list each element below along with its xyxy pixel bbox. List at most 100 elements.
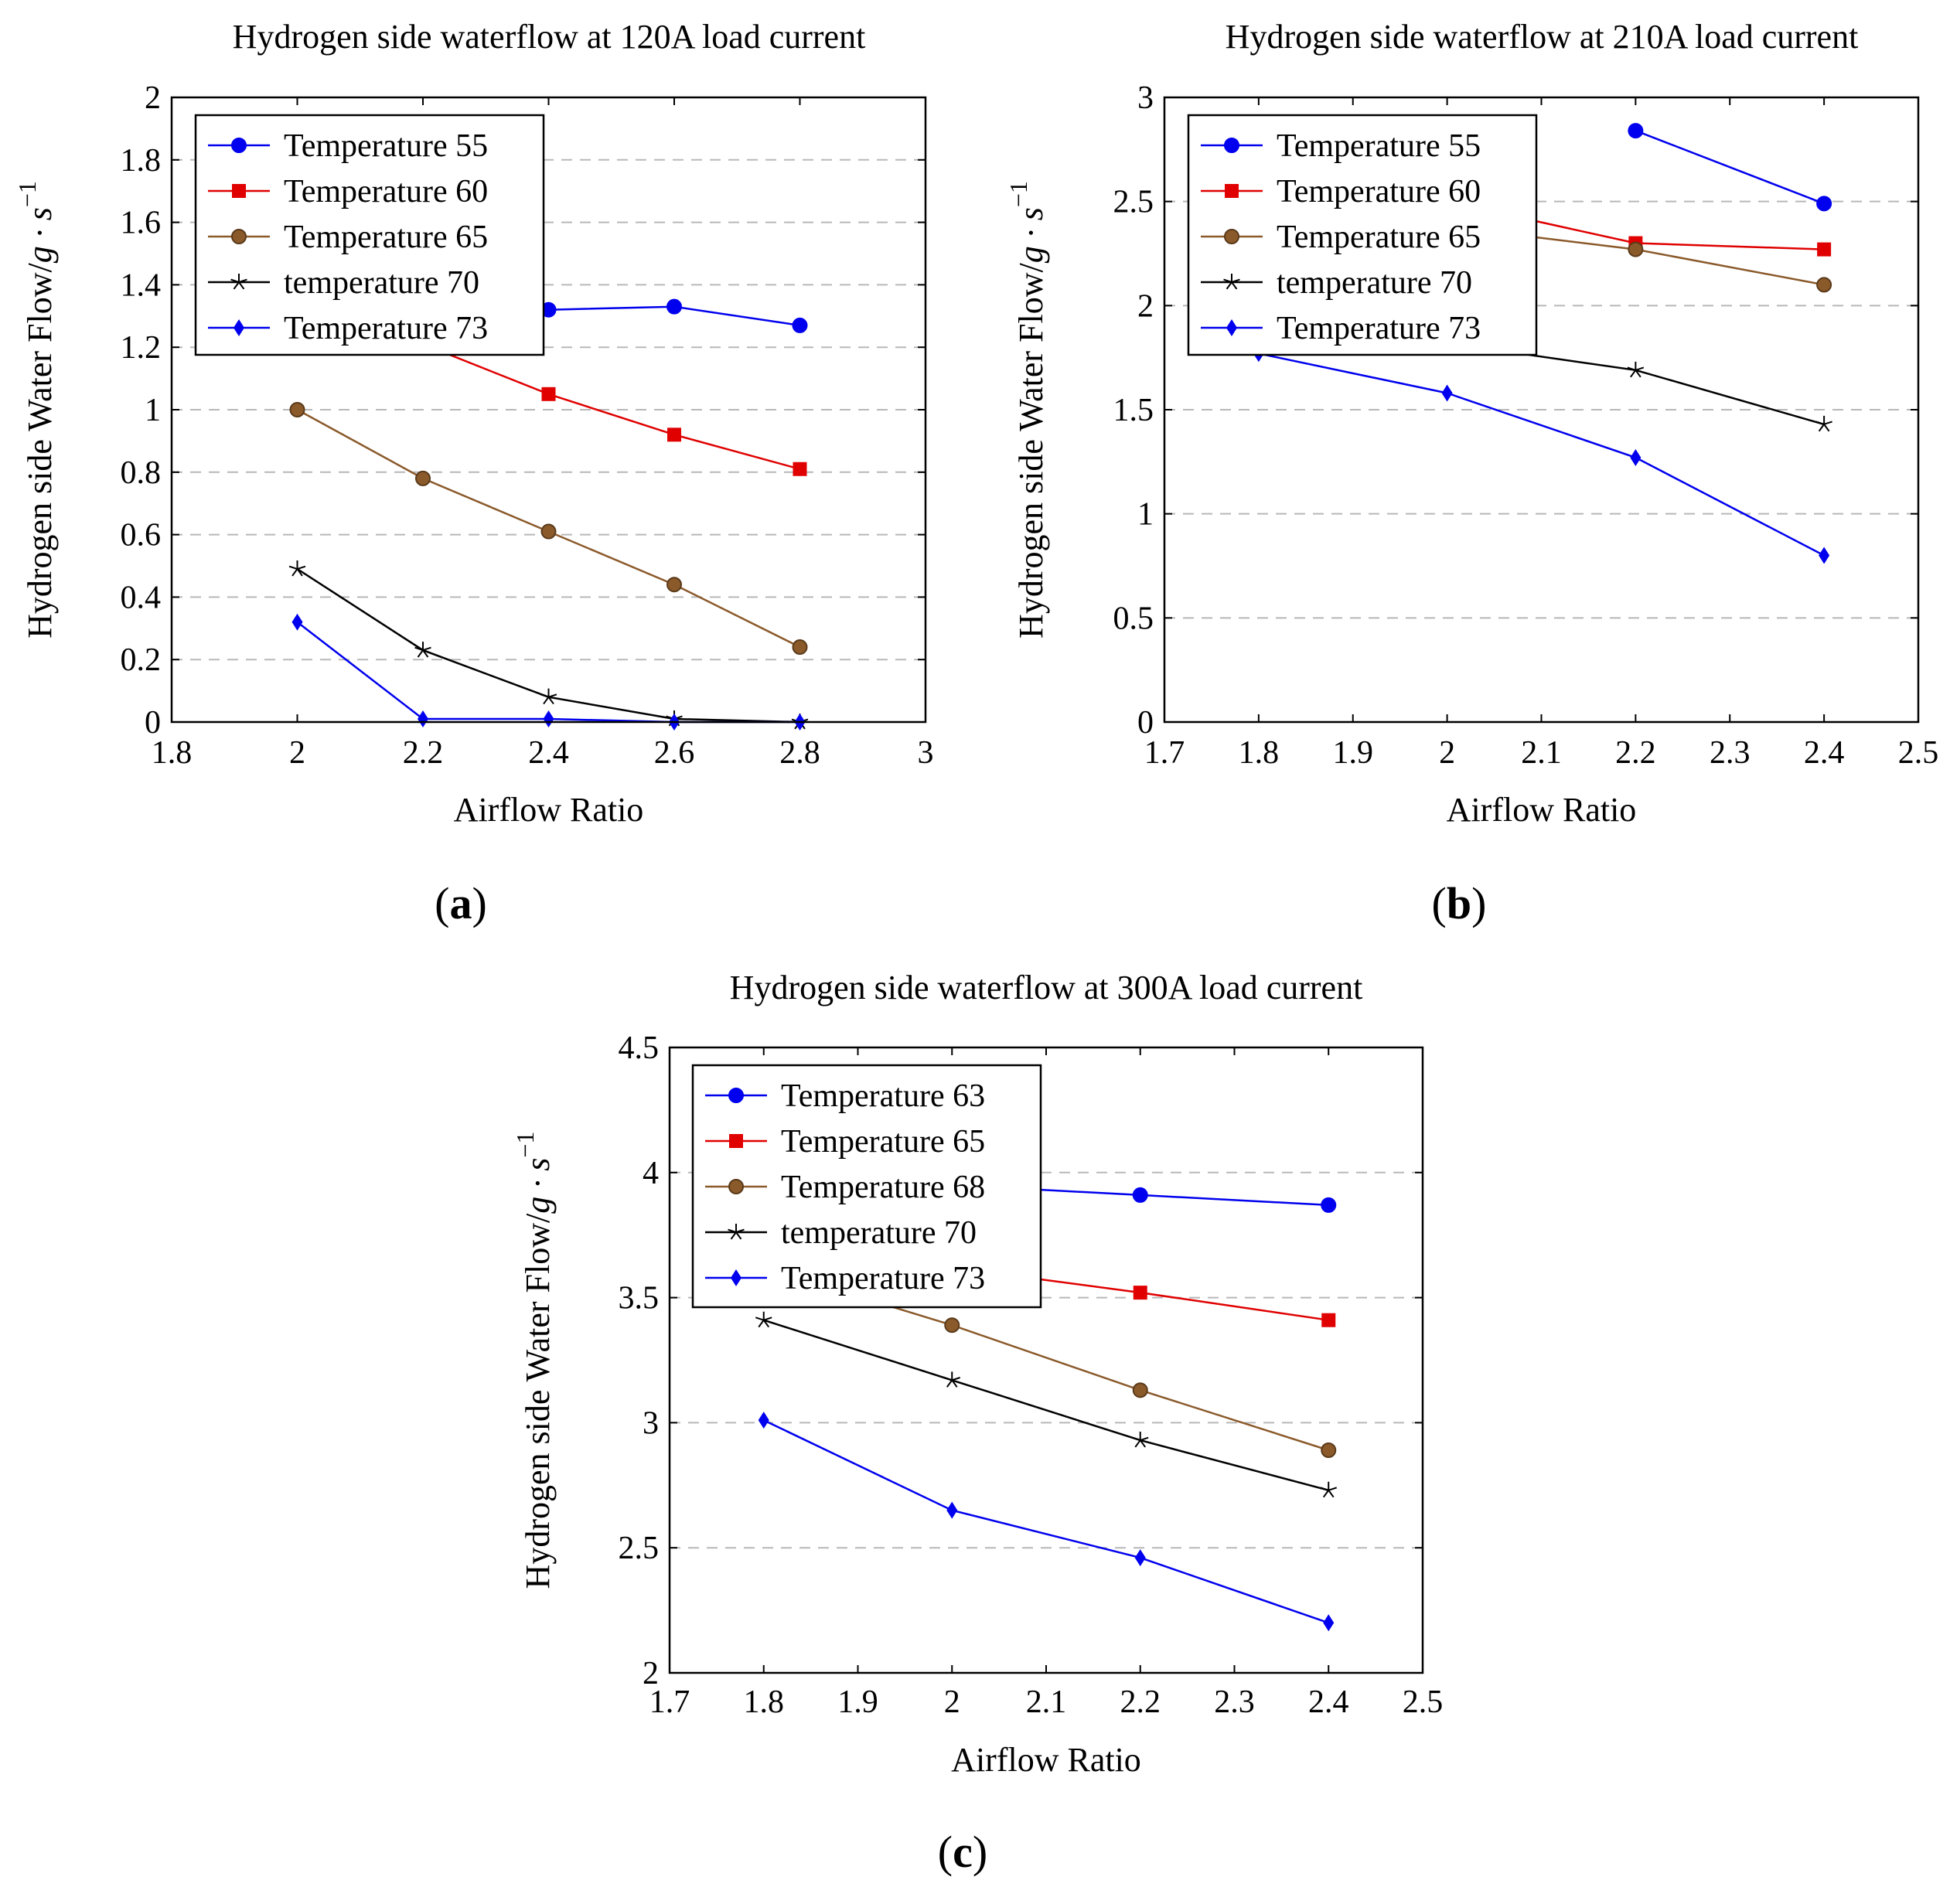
- series-temperature-70: [755, 1311, 1338, 1498]
- panel-label: (c): [938, 1827, 987, 1877]
- data-point: [1816, 277, 1832, 293]
- y-tick-label: 3.5: [619, 1281, 660, 1316]
- panel-letter: b: [1447, 878, 1471, 928]
- chart-title: Hydrogen side waterflow at 210A load cur…: [1226, 18, 1859, 56]
- data-point: [1323, 1614, 1335, 1632]
- data-point: [1132, 1187, 1148, 1203]
- y-tick-label: 0.6: [121, 518, 162, 553]
- data-point: [946, 1501, 958, 1519]
- legend-marker: [1225, 184, 1239, 198]
- legend-marker: [728, 1179, 744, 1194]
- legend-item: Temperature 73: [208, 311, 488, 346]
- series-temperature-73: [758, 1412, 1335, 1632]
- x-tick-label: 2.3: [1710, 735, 1751, 771]
- data-point: [1816, 196, 1832, 212]
- chart-panel-a: 1.8 2 2.2 2.4 2.6 2.8 3 0 0.2 0.4 0.6 0.8 1 1.2 1.4 1.6…: [13, 18, 934, 928]
- data-point: [1321, 1197, 1337, 1213]
- y-axis-label-unit: g · s: [1012, 207, 1050, 263]
- data-point: [289, 402, 305, 417]
- legend-label: temperature 70: [1277, 265, 1472, 301]
- series-line: [763, 1419, 1329, 1624]
- data-point: [541, 387, 556, 401]
- data-point: [944, 1317, 960, 1333]
- legend-label: Temperature 60: [284, 174, 488, 209]
- data-point: [1441, 384, 1453, 402]
- data-point: [666, 298, 682, 315]
- plot-frame: [668, 1046, 1424, 1674]
- y-axis-label-unit: g · s: [519, 1158, 557, 1214]
- x-tick-label: 2: [944, 1684, 960, 1720]
- x-tick-label: 3: [918, 735, 934, 771]
- y-tick-label: 3: [643, 1405, 659, 1441]
- legend-label: Temperature 73: [284, 311, 488, 346]
- x-tick-label: 1.8: [744, 1684, 785, 1720]
- x-tick-label: 2.6: [654, 735, 695, 771]
- y-tick-label: 0: [1137, 705, 1154, 741]
- y-tick-label: 2: [643, 1656, 659, 1691]
- data-point: [1627, 361, 1645, 378]
- legend-marker: [1224, 229, 1239, 244]
- plot-frame: [1163, 96, 1920, 724]
- data-point: [1320, 1481, 1338, 1498]
- legend-item: Temperature 55: [1201, 128, 1481, 164]
- y-tick-label: 1: [1137, 497, 1154, 533]
- legend-marker: [1226, 319, 1237, 336]
- legend-item: Temperature 65: [1201, 220, 1481, 255]
- x-tick-label: 2.1: [1521, 735, 1562, 771]
- y-tick-label: 2.5: [1113, 185, 1154, 220]
- series-temperature-60: [416, 337, 807, 476]
- y-axis-label-exponent: −1: [511, 1132, 539, 1158]
- plot-frame: [170, 96, 927, 724]
- series-line: [763, 1319, 1329, 1492]
- legend-marker: [728, 1088, 744, 1103]
- data-point: [415, 470, 431, 486]
- legend-label: Temperature 65: [284, 220, 488, 255]
- legend-marker: [231, 229, 247, 244]
- data-point: [1131, 1432, 1149, 1448]
- legend-item: Temperature 60: [1201, 174, 1481, 209]
- y-axis-label-unit: g · s: [21, 207, 59, 263]
- panel-paren-open: (: [435, 878, 449, 928]
- data-point: [291, 613, 303, 631]
- legend-marker: [728, 1224, 745, 1240]
- y-tick-label: 1.5: [1113, 393, 1154, 428]
- data-point: [755, 1311, 772, 1328]
- panel-paren-open: (: [938, 1827, 953, 1877]
- legend-item: Temperature 65: [208, 220, 488, 255]
- x-axis-label: Airflow Ratio: [454, 791, 644, 829]
- legend: Temperature 55 Temperature 60 Temperature …: [194, 114, 545, 356]
- legend-marker: [232, 184, 246, 198]
- data-point: [543, 710, 554, 727]
- legend-label: Temperature 65: [1277, 220, 1481, 255]
- data-point: [792, 639, 808, 656]
- legend-item: temperature 70: [705, 1215, 977, 1251]
- legend-item: Temperature 65: [705, 1124, 985, 1160]
- data-point: [1628, 241, 1644, 257]
- panel-paren-close: ): [1471, 878, 1486, 928]
- series-line: [422, 343, 800, 471]
- x-tick-label: 1.7: [649, 1684, 690, 1720]
- chart-title: Hydrogen side waterflow at 120A load cur…: [233, 18, 866, 56]
- y-tick-label: 4.5: [619, 1030, 660, 1066]
- y-axis-label: Hydrogen side Water Flow/g · s−1: [511, 1132, 557, 1589]
- y-tick-label: 2: [1137, 288, 1154, 324]
- legend-marker: [1223, 274, 1240, 290]
- chart-panel-c: 1.7 1.8 1.9 2 2.1 2.2 2.3 2.4 2.5 2 2.5 3 3.5 4 4.5 Tem…: [511, 969, 1443, 1877]
- y-tick-label: 0: [145, 705, 161, 741]
- panel-paren-close: ): [472, 878, 487, 928]
- x-tick-label: 2: [289, 735, 305, 771]
- legend-item: temperature 70: [1201, 265, 1472, 301]
- data-point: [1628, 123, 1644, 139]
- y-axis-label-text: Hydrogen side Water Flow/: [519, 1213, 557, 1589]
- legend-marker: [731, 1269, 741, 1286]
- data-point: [288, 560, 306, 577]
- legend-marker: [234, 319, 244, 336]
- x-tick-label: 2.2: [1120, 1684, 1161, 1720]
- y-axis-label-exponent: −1: [1004, 181, 1032, 207]
- x-tick-label: 1.8: [152, 735, 193, 771]
- y-tick-label: 1: [145, 393, 161, 428]
- legend-item: temperature 70: [208, 265, 479, 301]
- series-temperature-70: [288, 560, 809, 730]
- series-line: [1258, 353, 1825, 557]
- legend-item: Temperature 73: [1201, 311, 1481, 346]
